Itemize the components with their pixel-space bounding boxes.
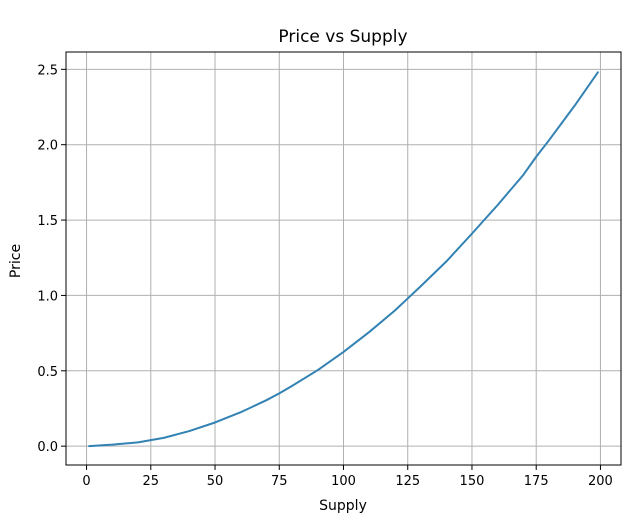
x-axis-label: Supply: [319, 498, 367, 514]
x-tick-label: 75: [271, 474, 288, 489]
y-tick-label: 0.0: [37, 440, 58, 455]
x-tick-label: 150: [460, 474, 485, 489]
x-tick-label: 125: [395, 474, 420, 489]
x-tick-label: 100: [331, 474, 356, 489]
y-axis-label: Price: [8, 244, 24, 278]
chart-title: Price vs Supply: [278, 27, 407, 47]
y-tick-label: 2.5: [37, 63, 58, 78]
y-tick-label: 0.5: [37, 365, 58, 380]
y-tick-label: 1.5: [37, 214, 58, 229]
x-tick-label: 50: [207, 474, 224, 489]
x-tick-label: 25: [143, 474, 160, 489]
x-axis: 0 25 50 75 100 125 150 175 200: [82, 465, 613, 489]
x-tick-label: 0: [82, 474, 90, 489]
plot-area: [88, 71, 599, 448]
y-tick-label: 2.0: [37, 139, 58, 154]
series-line: [88, 71, 599, 448]
y-tick-label: 1.0: [37, 289, 58, 304]
x-tick-label: 175: [524, 474, 549, 489]
grid: [66, 52, 621, 465]
y-axis: 0.0 0.5 1.0 1.5 2.0 2.5: [37, 63, 66, 455]
x-tick-label: 200: [588, 474, 613, 489]
